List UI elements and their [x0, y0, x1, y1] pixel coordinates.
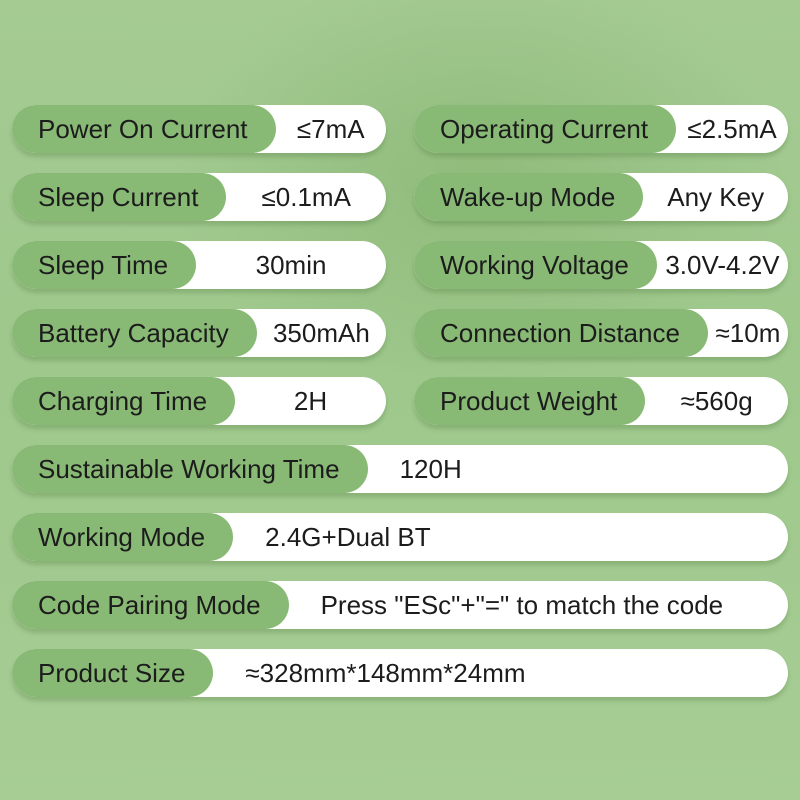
spec-value: Any Key [667, 181, 765, 212]
spec-label: Working Voltage [414, 241, 657, 289]
spec-value: ≈560g [680, 385, 753, 416]
spec-value: ≈328mm*148mm*24mm [245, 657, 526, 688]
spec-label: Sleep Current [12, 173, 227, 221]
spec-row-7: Working Mode 2.4G+Dual BT [12, 513, 788, 561]
spec-row-2: Sleep Current ≤0.1mA Wake-up Mode Any Ke… [12, 173, 788, 221]
spec-value: Press "ESc"+"=" to match the code [320, 589, 724, 620]
spec-label: Operating Current [414, 105, 677, 153]
spec-value: 120H [399, 453, 462, 484]
spec-label: Product Size [12, 649, 214, 697]
spec-row-4: Battery Capacity 350mAh Connection Dista… [12, 309, 788, 357]
spec-value: 350mAh [272, 317, 370, 348]
spec-list: Power On Current ≤7mA Operating Current … [12, 105, 788, 697]
spec-label: Battery Capacity [12, 309, 257, 357]
spec-value: 30min [255, 249, 327, 280]
spec-value: ≤0.1mA [261, 181, 351, 212]
spec-label: Sustainable Working Time [12, 445, 368, 493]
spec-pill-working-mode: Working Mode 2.4G+Dual BT [12, 513, 788, 561]
spec-pill-product-size: Product Size ≈328mm*148mm*24mm [12, 649, 788, 697]
spec-pill-connection-distance: Connection Distance ≈10m [414, 309, 788, 357]
spec-row-6: Sustainable Working Time 120H [12, 445, 788, 493]
spec-value: ≤7mA [296, 113, 365, 144]
spec-value: 2.4G+Dual BT [265, 521, 431, 552]
spec-label: Charging Time [12, 377, 236, 425]
spec-value: 3.0V-4.2V [665, 249, 780, 280]
spec-label: Sleep Time [12, 241, 197, 289]
spec-pill-working-voltage: Working Voltage 3.0V-4.2V [414, 241, 788, 289]
spec-pill-sustainable-working-time: Sustainable Working Time 120H [12, 445, 788, 493]
spec-row-5: Charging Time 2H Product Weight ≈560g [12, 377, 788, 425]
spec-value: ≤2.5mA [687, 113, 777, 144]
spec-pill-power-on-current: Power On Current ≤7mA [12, 105, 386, 153]
spec-row-8: Code Pairing Mode Press "ESc"+"=" to mat… [12, 581, 788, 629]
spec-label: Working Mode [12, 513, 234, 561]
spec-label: Code Pairing Mode [12, 581, 289, 629]
spec-label: Wake-up Mode [414, 173, 644, 221]
spec-label: Connection Distance [414, 309, 708, 357]
spec-value: ≈10m [715, 317, 781, 348]
spec-label: Product Weight [414, 377, 646, 425]
spec-row-9: Product Size ≈328mm*148mm*24mm [12, 649, 788, 697]
spec-row-1: Power On Current ≤7mA Operating Current … [12, 105, 788, 153]
spec-pill-code-pairing-mode: Code Pairing Mode Press "ESc"+"=" to mat… [12, 581, 788, 629]
spec-pill-operating-current: Operating Current ≤2.5mA [414, 105, 788, 153]
spec-pill-sleep-time: Sleep Time 30min [12, 241, 386, 289]
spec-value: 2H [293, 385, 328, 416]
spec-pill-charging-time: Charging Time 2H [12, 377, 386, 425]
spec-pill-battery-capacity: Battery Capacity 350mAh [12, 309, 386, 357]
spec-pill-wake-up-mode: Wake-up Mode Any Key [414, 173, 788, 221]
spec-pill-product-weight: Product Weight ≈560g [414, 377, 788, 425]
spec-pill-sleep-current: Sleep Current ≤0.1mA [12, 173, 386, 221]
spec-label: Power On Current [12, 105, 276, 153]
spec-row-3: Sleep Time 30min Working Voltage 3.0V-4.… [12, 241, 788, 289]
